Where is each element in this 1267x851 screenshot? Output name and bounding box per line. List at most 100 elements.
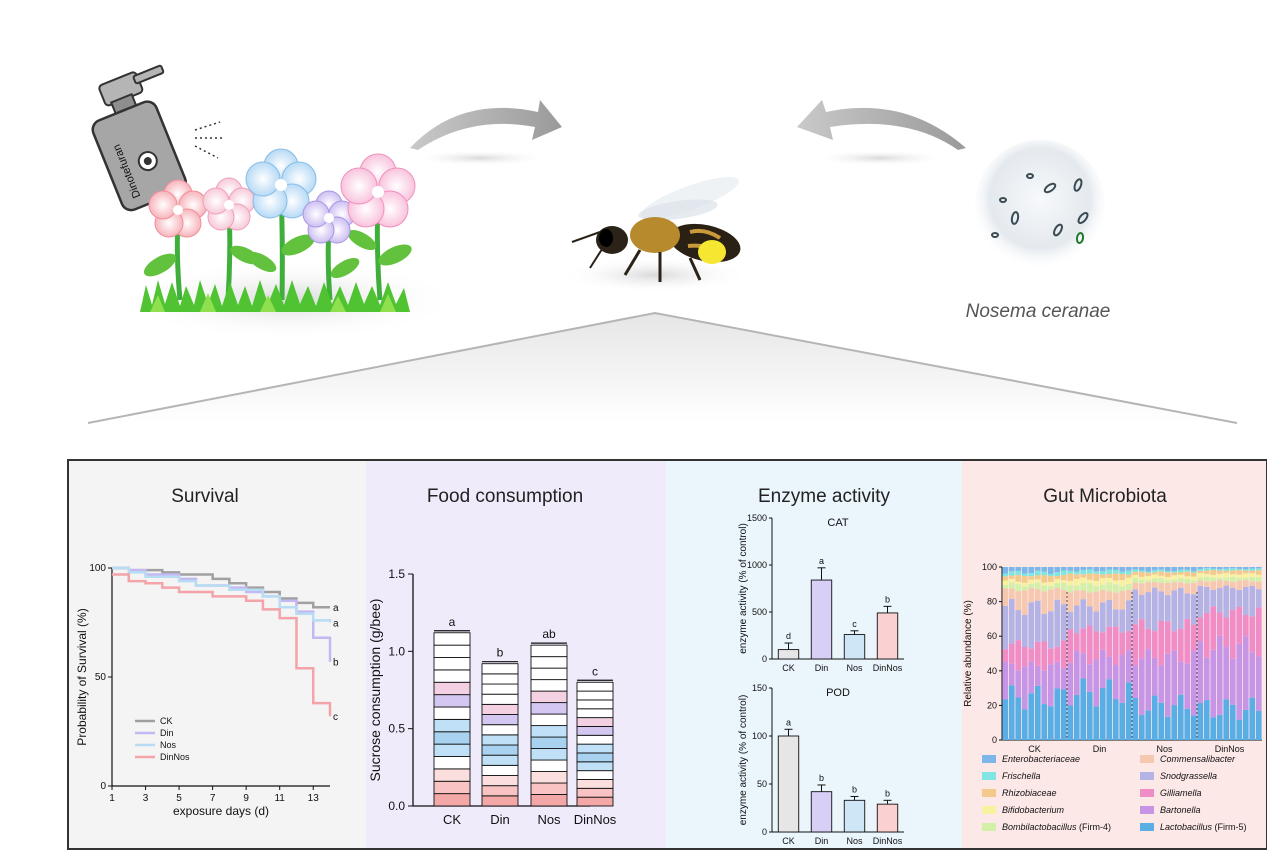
bar-segment — [481, 795, 519, 807]
y-tick-label: 20 — [987, 700, 997, 710]
bar-segment — [576, 752, 614, 763]
stack-segment — [1151, 587, 1158, 632]
stack-segment — [1119, 609, 1126, 633]
x-tick-label: Din — [815, 663, 829, 673]
y-axis-label: Relative abundance (%) — [963, 600, 974, 707]
stack-segment — [1236, 580, 1243, 590]
stack-segment — [1119, 567, 1126, 572]
stack-segment — [1229, 609, 1236, 659]
y-tick-label: 80 — [987, 597, 997, 607]
stack-segment — [1145, 582, 1152, 593]
stack-segment — [1190, 567, 1197, 572]
stack-segment — [1054, 587, 1061, 600]
stack-segment — [1067, 570, 1074, 574]
y-tick-label: 0 — [992, 735, 997, 745]
stack-segment — [1145, 572, 1152, 576]
stack-segment — [1255, 607, 1262, 657]
x-tick-label: DinNos — [574, 812, 617, 827]
stack-segment — [1034, 575, 1041, 580]
stack-segment — [1223, 646, 1230, 700]
stack-segment — [1047, 664, 1054, 707]
stack-segment — [1086, 573, 1093, 580]
stack-segment — [1112, 569, 1119, 574]
stack-segment — [1255, 568, 1262, 571]
stack-segment — [1086, 592, 1093, 607]
nosema-micrograph — [975, 140, 1105, 270]
stack-segment — [1073, 567, 1080, 572]
stack-segment — [1106, 577, 1113, 583]
stack-segment — [1041, 670, 1048, 705]
stack-segment — [1171, 590, 1178, 632]
stack-segment — [1028, 693, 1035, 740]
y-tick-label: 60 — [987, 631, 997, 641]
stack-segment — [1041, 704, 1048, 740]
legend-swatch — [1140, 789, 1154, 797]
stack-segment — [1015, 670, 1022, 698]
stack-segment — [1008, 685, 1015, 740]
stack-segment — [1041, 567, 1048, 572]
y-tick-label: 500 — [752, 607, 767, 617]
stack-segment — [1119, 586, 1126, 591]
y-tick-label: 150 — [752, 683, 767, 693]
legend-swatch — [982, 806, 996, 814]
stack-segment — [1177, 628, 1184, 662]
stack-segment — [1171, 650, 1178, 706]
stack-segment — [1132, 697, 1139, 740]
stack-segment — [1255, 710, 1262, 740]
survival-title: Survival — [171, 486, 239, 507]
stack-segment — [1229, 570, 1236, 575]
x-tick-label: Nos — [846, 836, 863, 846]
stack-segment — [1177, 587, 1184, 629]
stack-segment — [1021, 666, 1028, 710]
stack-segment — [1112, 580, 1119, 585]
stack-segment — [1002, 699, 1009, 740]
bar-segment — [576, 796, 614, 807]
stack-segment — [1015, 567, 1022, 571]
stack-segment — [1086, 569, 1093, 574]
stack-segment — [1203, 568, 1210, 571]
stack-segment — [1132, 582, 1139, 590]
stack-segment — [1190, 576, 1197, 581]
y-tick-label: 40 — [987, 666, 997, 676]
stack-segment — [1197, 567, 1204, 569]
stack-segment — [1229, 704, 1236, 740]
bar-segment — [481, 724, 519, 736]
stack-segment — [1216, 570, 1223, 574]
legend-label: Nos — [160, 740, 177, 750]
cat-chart: 0 500 1000 1500 CAT enzyme activity (% of con… — [738, 513, 904, 673]
stack-segment — [1067, 662, 1074, 706]
stack-segment — [1216, 567, 1223, 570]
stack-segment — [1229, 658, 1236, 705]
stack-segment — [1028, 576, 1035, 580]
stack-segment — [1138, 571, 1145, 577]
stack-segment — [1242, 570, 1249, 574]
stack-segment — [1086, 625, 1093, 665]
stack-segment — [1184, 663, 1191, 709]
stack-segment — [1099, 688, 1106, 740]
stack-segment — [1119, 632, 1126, 656]
y-tick-label: 1.0 — [388, 644, 405, 658]
stack-segment — [1119, 571, 1126, 574]
y-axis-label: Sucrose consumption (g/bee) — [367, 599, 383, 782]
stack-segment — [1073, 694, 1080, 740]
legend-label: Bifidobacterium — [1002, 805, 1065, 815]
stack-segment — [1249, 585, 1256, 617]
stack-segment — [1008, 582, 1015, 589]
bar-segment — [433, 657, 471, 671]
y-tick-label: 1000 — [747, 560, 767, 570]
stack-segment — [1067, 573, 1074, 581]
stack-segment — [1080, 583, 1087, 591]
stack-segment — [1151, 695, 1158, 740]
legend-swatch — [1140, 755, 1154, 763]
stack-segment — [1099, 632, 1106, 650]
significance-letter: c — [852, 619, 857, 629]
stack-segment — [1015, 591, 1022, 611]
stack-segment — [1047, 581, 1054, 586]
stack-segment — [1132, 575, 1139, 578]
stack-segment — [1034, 685, 1041, 740]
stack-segment — [1158, 665, 1165, 703]
x-tick-label: CK — [782, 663, 795, 673]
bar-segment — [433, 644, 471, 658]
stack-segment — [1164, 576, 1171, 581]
stack-segment — [1099, 578, 1106, 585]
